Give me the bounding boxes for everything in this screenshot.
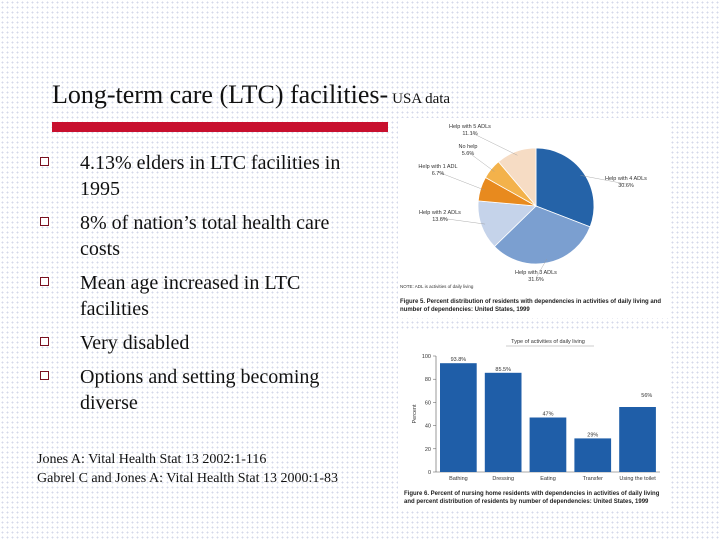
bullet-text: 8% of nation’s total health care costs — [80, 212, 330, 260]
pie-leader-line — [469, 131, 518, 156]
bullet-square-icon — [40, 337, 49, 346]
y-tick-label: 100 — [422, 354, 431, 360]
bullet-square-icon — [40, 371, 49, 380]
pie-label: No help — [459, 144, 478, 150]
figure-5-caption: Figure 5. Percent distribution of reside… — [400, 299, 662, 313]
bar-chart: Type of activities of daily living 0 20 40 6… — [412, 339, 660, 482]
bullet-square-icon — [40, 157, 49, 166]
y-axis-label: Percent — [412, 404, 418, 423]
bullet-item: Very disabled — [40, 330, 370, 356]
x-tick-label: Dressing — [492, 476, 514, 482]
title-underline — [52, 122, 388, 132]
bar-value-label: 29% — [587, 432, 598, 438]
pie-label: Help with 3 ADLs — [515, 270, 557, 276]
bullet-list: 4.13% elders in LTC facilities in 1995 8… — [40, 150, 370, 416]
reference-2: Gabrel C and Jones A: Vital Health Stat … — [37, 471, 339, 486]
bullet-text: Options and setting becoming diverse — [80, 366, 320, 414]
bullet-text: Very disabled — [80, 332, 190, 354]
figure-6-bar: Type of activities of daily living 0 20 40 6… — [398, 330, 670, 510]
bullet-item: Options and setting becoming diverse — [40, 364, 370, 416]
references: Jones A: Vital Health Stat 13 2002:1-116… — [37, 450, 338, 488]
pie-value-label: 6.7% — [432, 171, 445, 177]
pie-leader-line — [439, 217, 486, 225]
pie-value-label: 11.1% — [462, 131, 477, 137]
bullet-item: 8% of nation’s total health care costs — [40, 210, 370, 262]
x-tick-label: Eating — [540, 476, 556, 482]
pie-leader-line — [437, 171, 485, 191]
pie-note: NOTE: ADL is activities of daily living — [400, 284, 474, 289]
y-tick-label: 40 — [425, 424, 431, 430]
x-tick-label: Using the toilet — [619, 476, 656, 482]
bullet-text: 4.13% elders in LTC facilities in 1995 — [80, 152, 341, 200]
bar-value-label: 47% — [542, 411, 553, 417]
bar-value-label: 85.5% — [495, 367, 511, 373]
bar-dressing — [484, 372, 522, 472]
bar-chart-title: Type of activities of daily living — [511, 339, 585, 345]
bar-bathing — [440, 363, 477, 472]
pie-label: Help with 2 ADLs — [419, 210, 461, 216]
x-tick-label: Transfer — [583, 476, 603, 482]
bullet-item: 4.13% elders in LTC facilities in 1995 — [40, 150, 370, 202]
pie-label: Help with 5 ADLs — [449, 124, 491, 130]
bullet-square-icon — [40, 217, 49, 226]
bar-value-label: 56% — [641, 393, 652, 399]
figure-5-pie: Help with 4 ADLs 30.6% Help with 3 ADLs 31.… — [398, 118, 670, 318]
y-tick-label: 60 — [425, 400, 431, 406]
y-tick-label: 80 — [425, 377, 431, 383]
pie-leader-line — [467, 151, 495, 172]
bullet-square-icon — [40, 277, 49, 286]
reference-1: Jones A: Vital Health Stat 13 2002:1-116 — [37, 452, 267, 467]
slide-title: Long-term care (LTC) facilities- USA data — [52, 80, 450, 110]
pie-value-label: 31.6% — [528, 277, 544, 283]
bar-transfer — [574, 438, 612, 472]
pie-label: Help with 1 ADL — [418, 164, 457, 170]
pie-leader-line — [580, 175, 627, 185]
bar-eating — [529, 417, 567, 472]
pie-slice-help-with-4-adls — [535, 147, 595, 228]
y-tick-label: 20 — [425, 447, 431, 453]
pie-slice-help-with-3-adls — [493, 205, 591, 265]
bar-value-label: 93.8% — [451, 357, 467, 363]
pie-value-label: 30.6% — [618, 183, 634, 189]
bar-using-the-toilet — [619, 407, 656, 472]
bullet-text: Mean age increased in LTC facilities — [80, 272, 301, 320]
x-tick-label: Bathing — [449, 476, 468, 482]
pie-label: Help with 4 ADLs — [605, 176, 647, 182]
pie-value-label: 13.6% — [432, 217, 448, 223]
pie-value-label: 5.6% — [462, 151, 475, 157]
bullet-item: Mean age increased in LTC facilities — [40, 270, 370, 322]
slide-title-suffix: USA data — [392, 91, 451, 107]
slide-title-main: Long-term care (LTC) facilities- — [52, 80, 389, 109]
figure-6-caption: Figure 6. Percent of nursing home reside… — [404, 491, 660, 505]
y-tick-label: 0 — [428, 470, 431, 476]
pie-leader-line — [535, 258, 548, 279]
pie-slice-help-with-5-adls — [497, 147, 537, 208]
